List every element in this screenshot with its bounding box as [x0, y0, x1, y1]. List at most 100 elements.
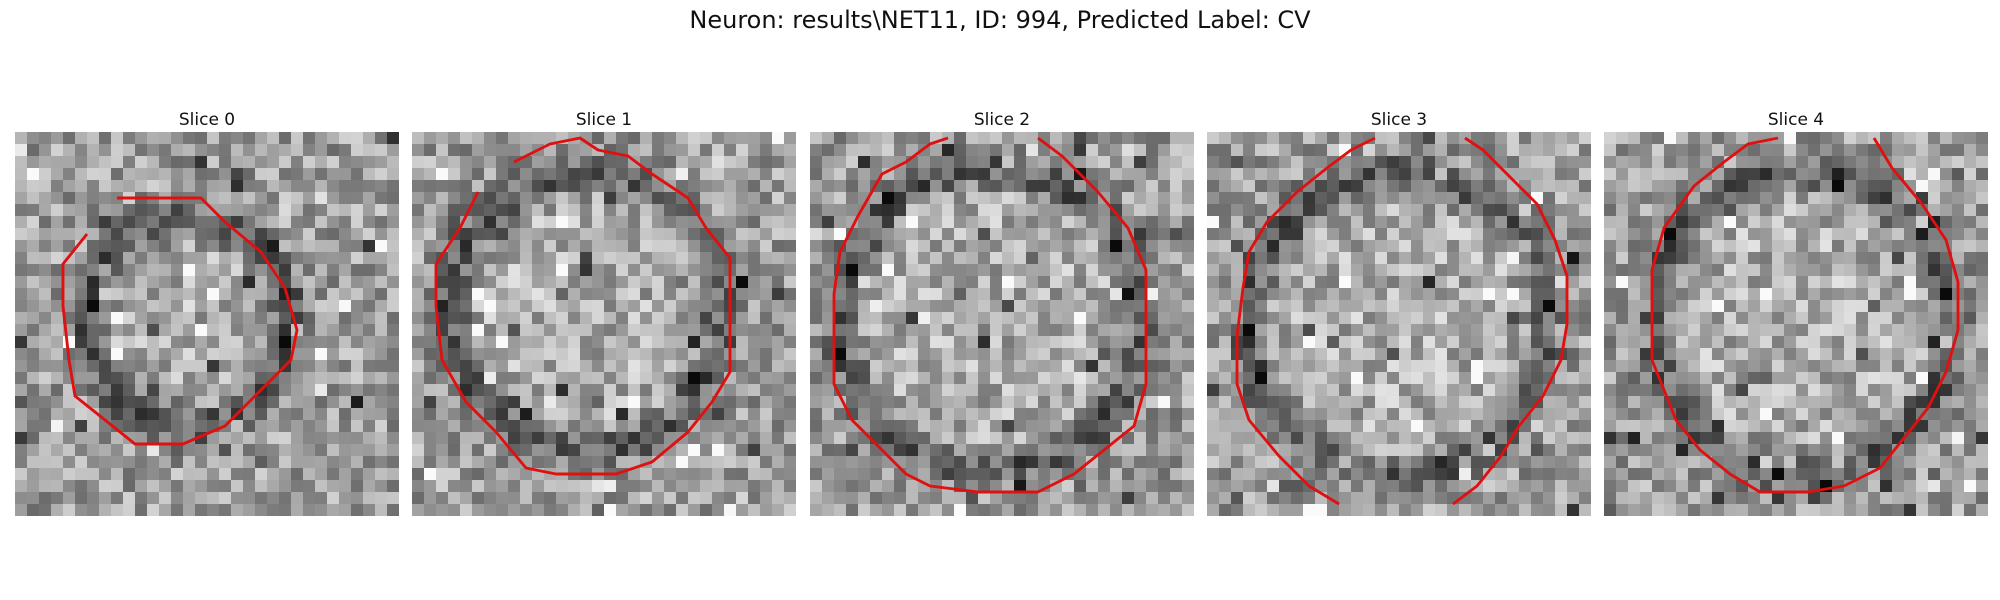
pixel — [1158, 276, 1171, 289]
pixel — [676, 336, 689, 349]
pixel — [1050, 468, 1063, 481]
pixel — [748, 264, 761, 277]
pixel — [1832, 336, 1845, 349]
pixel — [1182, 480, 1194, 493]
pixel — [1255, 312, 1268, 325]
pixel — [870, 504, 883, 516]
pixel — [1688, 396, 1701, 409]
pixel — [1339, 348, 1352, 361]
pixel — [1231, 420, 1244, 433]
pixel — [532, 372, 545, 385]
pixel — [846, 384, 859, 397]
pixel — [712, 180, 725, 193]
pixel — [1243, 468, 1256, 481]
pixel — [1291, 132, 1304, 145]
pixel — [99, 312, 112, 325]
pixel — [664, 396, 677, 409]
pixel — [1002, 432, 1015, 445]
pixel — [1904, 144, 1917, 157]
pixel — [1688, 156, 1701, 169]
pixel — [1074, 252, 1087, 265]
pixel — [1026, 420, 1039, 433]
pixel — [834, 456, 847, 469]
pixel — [1640, 312, 1653, 325]
pixel — [75, 300, 88, 313]
pixel — [580, 360, 593, 373]
pixel — [231, 432, 244, 445]
pixel — [1207, 216, 1220, 229]
pixel — [954, 300, 967, 313]
pixel — [1327, 168, 1340, 181]
pixel — [1868, 264, 1881, 277]
pixel — [1964, 432, 1977, 445]
pixel — [616, 156, 629, 169]
pixel — [1760, 240, 1773, 253]
pixel — [315, 144, 328, 157]
pixel — [1014, 348, 1027, 361]
pixel — [387, 204, 399, 217]
pixel — [906, 336, 919, 349]
pixel — [1471, 396, 1484, 409]
pixel — [846, 492, 859, 505]
pixel — [1267, 132, 1280, 145]
pixel — [363, 384, 376, 397]
pixel — [339, 216, 352, 229]
pixel — [1471, 372, 1484, 385]
pixel — [1038, 432, 1051, 445]
pixel — [111, 216, 124, 229]
pixel — [1363, 180, 1376, 193]
pixel — [1062, 348, 1075, 361]
pixel — [1519, 336, 1532, 349]
pixel — [1447, 180, 1460, 193]
pixel — [834, 420, 847, 433]
pixel — [1555, 504, 1568, 516]
pixel — [1760, 324, 1773, 337]
pixel — [255, 156, 268, 169]
pixel — [111, 372, 124, 385]
pixel — [1567, 144, 1580, 157]
pixel — [1207, 336, 1220, 349]
pixel — [1531, 360, 1544, 373]
pixel — [918, 336, 931, 349]
pixel — [1182, 240, 1194, 253]
pixel — [1447, 300, 1460, 313]
pixel — [1447, 336, 1460, 349]
pixel — [568, 288, 581, 301]
pixel — [1495, 132, 1508, 145]
pixel — [616, 504, 629, 516]
pixel — [1158, 480, 1171, 493]
pixel — [39, 240, 52, 253]
pixel — [1555, 228, 1568, 241]
pixel — [1399, 276, 1412, 289]
pixel — [255, 504, 268, 516]
pixel — [1339, 396, 1352, 409]
pixel — [882, 396, 895, 409]
pixel — [1700, 408, 1713, 421]
pixel — [279, 420, 292, 433]
pixel — [1387, 216, 1400, 229]
pixel — [640, 396, 653, 409]
pixel — [1158, 372, 1171, 385]
pixel — [1567, 396, 1580, 409]
pixel — [1219, 204, 1232, 217]
pixel — [652, 432, 665, 445]
pixel — [387, 276, 399, 289]
pixel — [1772, 168, 1785, 181]
pixel — [1652, 192, 1665, 205]
pixel — [1916, 216, 1929, 229]
pixel — [448, 192, 461, 205]
pixel — [1604, 228, 1617, 241]
pixel — [640, 432, 653, 445]
pixel — [207, 372, 220, 385]
pixel — [748, 456, 761, 469]
pixel — [1724, 192, 1737, 205]
pixel — [1904, 216, 1917, 229]
pixel — [496, 180, 509, 193]
pixel — [1303, 240, 1316, 253]
pixel — [906, 420, 919, 433]
pixel — [1207, 264, 1220, 277]
pixel — [1916, 264, 1929, 277]
pixel — [1339, 324, 1352, 337]
pixel — [424, 180, 437, 193]
pixel — [1351, 504, 1364, 516]
